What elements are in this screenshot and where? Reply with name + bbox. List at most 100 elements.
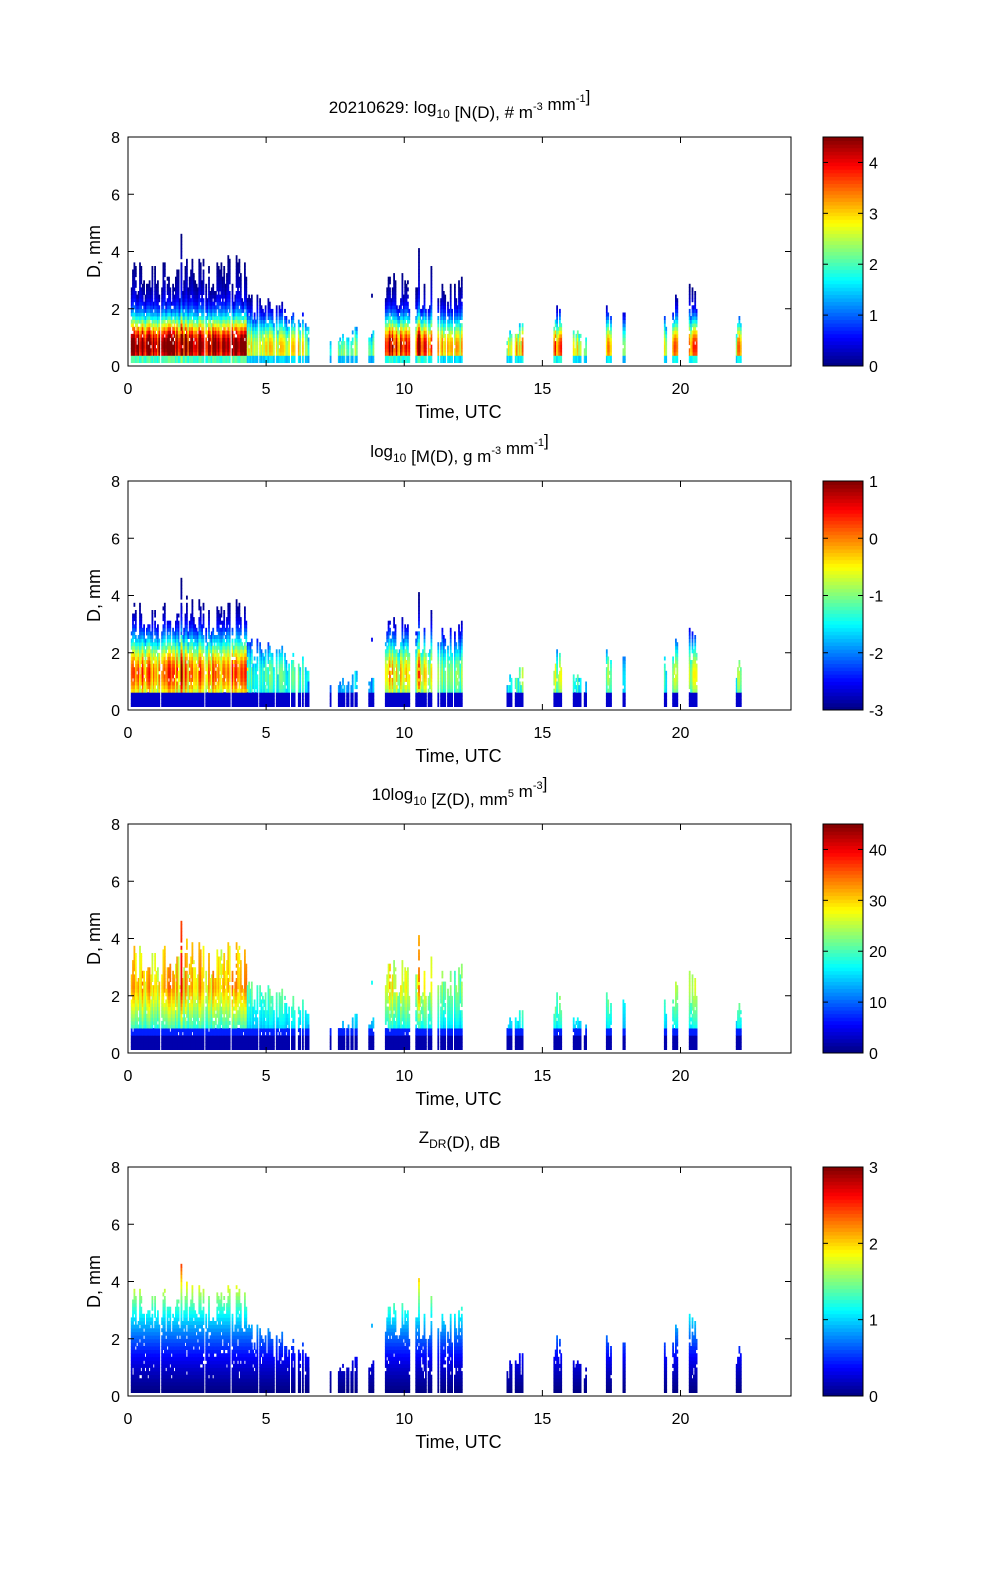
heatmap-cell	[175, 355, 177, 360]
heatmap-cell	[277, 351, 279, 356]
title-part: [M(D), g m	[406, 447, 491, 466]
heatmap-cell	[154, 681, 156, 686]
heatmap-cell	[181, 692, 184, 697]
heatmap-cell	[407, 280, 409, 285]
heatmap-cell	[448, 330, 451, 335]
heatmap-cell	[423, 287, 426, 292]
heatmap-cell	[217, 316, 220, 320]
colorbar-segment	[823, 290, 863, 295]
heatmap-cell	[136, 308, 139, 313]
heatmap-cell	[158, 351, 161, 356]
heatmap-cell	[173, 323, 176, 328]
heatmap-cell	[416, 308, 419, 313]
heatmap-cell	[177, 677, 180, 682]
heatmap-cell	[219, 280, 221, 285]
heatmap-cell	[560, 330, 563, 335]
heatmap-cell	[691, 308, 694, 313]
heatmap-cell	[179, 319, 181, 324]
heatmap-cell	[161, 703, 163, 707]
heatmap-cell	[146, 645, 148, 650]
heatmap-cell	[184, 298, 187, 303]
heatmap-cell	[245, 337, 248, 342]
heatmap-cell	[221, 276, 224, 281]
heatmap-cell	[199, 323, 202, 328]
heatmap-cell	[175, 663, 177, 668]
heatmap-cell	[152, 688, 155, 693]
heatmap-cell	[216, 333, 219, 338]
heatmap-cell	[307, 330, 310, 335]
title-part: 20210629: log	[329, 98, 437, 117]
heatmap-cell	[672, 333, 674, 338]
heatmap-cell	[181, 667, 184, 672]
heatmap-cell	[610, 323, 612, 328]
heatmap-cell	[266, 348, 268, 353]
heatmap-cell	[147, 337, 150, 342]
heatmap-cell	[150, 699, 152, 704]
heatmap-cell	[676, 341, 679, 346]
heatmap-cell	[140, 649, 143, 654]
heatmap-cell	[394, 351, 397, 356]
heatmap-cell	[220, 287, 223, 292]
heatmap-cell	[186, 613, 188, 618]
heatmap-cell	[271, 323, 274, 328]
heatmap-cell	[216, 359, 219, 363]
heatmap-cell	[221, 298, 224, 303]
heatmap-cell	[192, 273, 195, 278]
heatmap-cell	[162, 667, 165, 672]
heatmap-cell	[256, 301, 259, 306]
heatmap-cell	[221, 323, 224, 328]
heatmap-cell	[137, 670, 140, 675]
heatmap-cell	[177, 305, 180, 310]
heatmap-cell	[194, 344, 197, 349]
heatmap-cell	[288, 359, 290, 363]
heatmap-cell	[454, 287, 456, 292]
heatmap-cell	[176, 355, 179, 360]
heatmap-cell	[208, 280, 210, 285]
heatmap-cell	[144, 301, 147, 306]
heatmap-cell	[184, 276, 187, 281]
heatmap-cell	[154, 355, 156, 360]
heatmap-cell	[154, 670, 156, 675]
heatmap-cell	[430, 305, 433, 310]
heatmap-cell	[416, 330, 419, 335]
colorbar-frame	[822, 136, 864, 367]
heatmap-cell	[163, 681, 166, 686]
heatmap-cell	[219, 294, 221, 299]
heatmap-cell	[154, 287, 156, 292]
heatmap-cell	[158, 677, 161, 682]
heatmap-cell	[162, 323, 165, 328]
heatmap-cell	[176, 283, 179, 288]
heatmap-cell	[139, 660, 141, 664]
heatmap-cell	[166, 652, 169, 657]
heatmap-cell	[690, 344, 692, 349]
heatmap-cell	[663, 326, 666, 331]
heatmap-cell	[306, 351, 308, 356]
heatmap-cell	[163, 620, 166, 625]
heatmap-cell	[228, 258, 231, 263]
heatmap-cell	[234, 312, 237, 317]
heatmap-cell	[140, 638, 143, 643]
heatmap-cell	[389, 333, 391, 338]
heatmap-cell	[688, 341, 691, 346]
heatmap-cell	[163, 635, 166, 639]
heatmap-cell	[192, 351, 195, 356]
heatmap-cell	[623, 312, 626, 317]
heatmap-cell	[143, 642, 145, 647]
heatmap-cell	[227, 273, 230, 278]
heatmap-cell	[297, 326, 300, 331]
heatmap-cell	[148, 674, 151, 679]
heatmap-cell	[460, 276, 463, 281]
heatmap-cell	[151, 337, 154, 342]
heatmap-cell	[279, 344, 282, 349]
heatmap-cell	[454, 351, 456, 356]
heatmap-cell	[133, 287, 136, 292]
heatmap-cell	[161, 635, 163, 639]
heatmap-cell	[157, 642, 159, 647]
heatmap-cell	[694, 316, 697, 320]
heatmap-cell	[173, 344, 176, 349]
heatmap-cell	[389, 308, 391, 313]
heatmap-cell	[398, 308, 401, 313]
heatmap-cell	[166, 656, 169, 661]
heatmap-cell	[165, 351, 168, 356]
heatmap-cell	[386, 359, 389, 363]
